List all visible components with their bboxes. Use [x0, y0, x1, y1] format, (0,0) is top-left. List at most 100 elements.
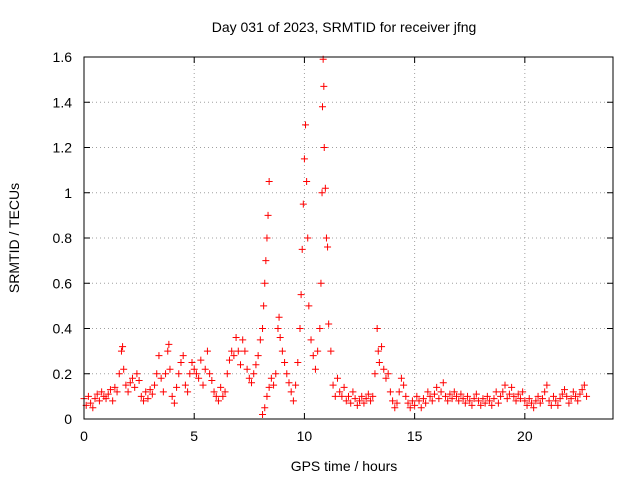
data-point [547, 401, 555, 409]
data-point [457, 390, 465, 398]
data-point [358, 392, 366, 400]
data-point [353, 401, 361, 409]
data-point [181, 381, 189, 389]
data-point [190, 365, 198, 373]
data-point [311, 365, 319, 373]
data-point [374, 347, 382, 355]
data-point [142, 388, 150, 396]
data-points [80, 55, 591, 418]
data-point [93, 390, 101, 398]
data-point [170, 399, 178, 407]
data-point [259, 325, 267, 332]
data-point [448, 395, 456, 403]
data-point [245, 374, 253, 382]
data-point [477, 401, 485, 409]
data-point [534, 392, 542, 400]
data-point [275, 313, 283, 321]
y-tick-label: 0.6 [53, 275, 73, 291]
y-tick-label: 1 [64, 185, 72, 201]
data-point [561, 386, 569, 394]
data-point [168, 392, 176, 400]
data-point [318, 103, 326, 111]
data-point [329, 381, 337, 389]
data-point [525, 395, 533, 403]
data-point [230, 352, 238, 360]
data-point [248, 379, 256, 387]
data-point [91, 395, 99, 403]
data-point [389, 397, 397, 405]
data-point [400, 381, 408, 389]
data-point [159, 388, 167, 396]
data-point [210, 388, 218, 396]
data-point [223, 370, 231, 378]
data-point [281, 358, 289, 366]
y-tick-label: 1.2 [53, 140, 73, 156]
data-point [519, 388, 527, 396]
data-point [261, 279, 269, 287]
data-point [450, 388, 458, 396]
data-point [578, 386, 586, 394]
data-point [437, 388, 445, 396]
data-point [367, 397, 375, 405]
data-point [356, 397, 364, 405]
data-point [165, 340, 173, 348]
data-point [272, 370, 280, 378]
data-point [362, 395, 370, 403]
data-point [393, 399, 401, 407]
y-tick-label: 0.2 [53, 366, 73, 382]
data-point [148, 390, 156, 398]
data-point [307, 336, 315, 344]
data-point [133, 370, 141, 378]
data-point [406, 404, 414, 412]
data-point [217, 383, 225, 391]
data-point [201, 365, 209, 373]
data-point [303, 177, 311, 185]
data-point [188, 358, 196, 366]
data-point [404, 399, 412, 407]
data-point [289, 397, 297, 405]
data-point [197, 356, 205, 364]
data-point [87, 399, 95, 407]
y-tick-label: 1.6 [53, 49, 73, 65]
data-point [382, 374, 390, 382]
data-point [287, 388, 295, 396]
data-point [417, 404, 425, 412]
data-point [296, 325, 304, 332]
data-point [424, 388, 432, 396]
data-point [572, 392, 580, 400]
data-point [508, 383, 516, 391]
data-point [305, 302, 313, 310]
x-tick-label: 10 [297, 428, 313, 444]
data-point [378, 343, 386, 351]
data-point [243, 365, 251, 373]
data-point [486, 397, 494, 405]
data-point [199, 381, 207, 389]
data-point [294, 358, 302, 366]
data-point [128, 374, 136, 382]
data-point [494, 399, 502, 407]
data-point [453, 392, 461, 400]
data-point [292, 381, 300, 389]
data-point [162, 370, 170, 378]
data-point [327, 347, 335, 355]
data-point [304, 234, 312, 242]
data-point [144, 395, 152, 403]
data-point [408, 397, 416, 405]
data-point [146, 386, 154, 394]
data-point [192, 370, 200, 378]
data-point [302, 121, 310, 129]
data-point [298, 245, 306, 253]
data-point [89, 404, 97, 412]
data-point [503, 395, 511, 403]
data-point [342, 397, 350, 405]
data-point [219, 392, 227, 400]
data-point [297, 291, 305, 299]
data-point [126, 379, 134, 387]
y-tick-label: 0.4 [53, 321, 73, 337]
data-point [320, 82, 328, 90]
data-point [481, 399, 489, 407]
data-point [120, 365, 128, 373]
data-point [554, 401, 562, 409]
data-point [173, 383, 181, 391]
data-point [475, 397, 483, 405]
